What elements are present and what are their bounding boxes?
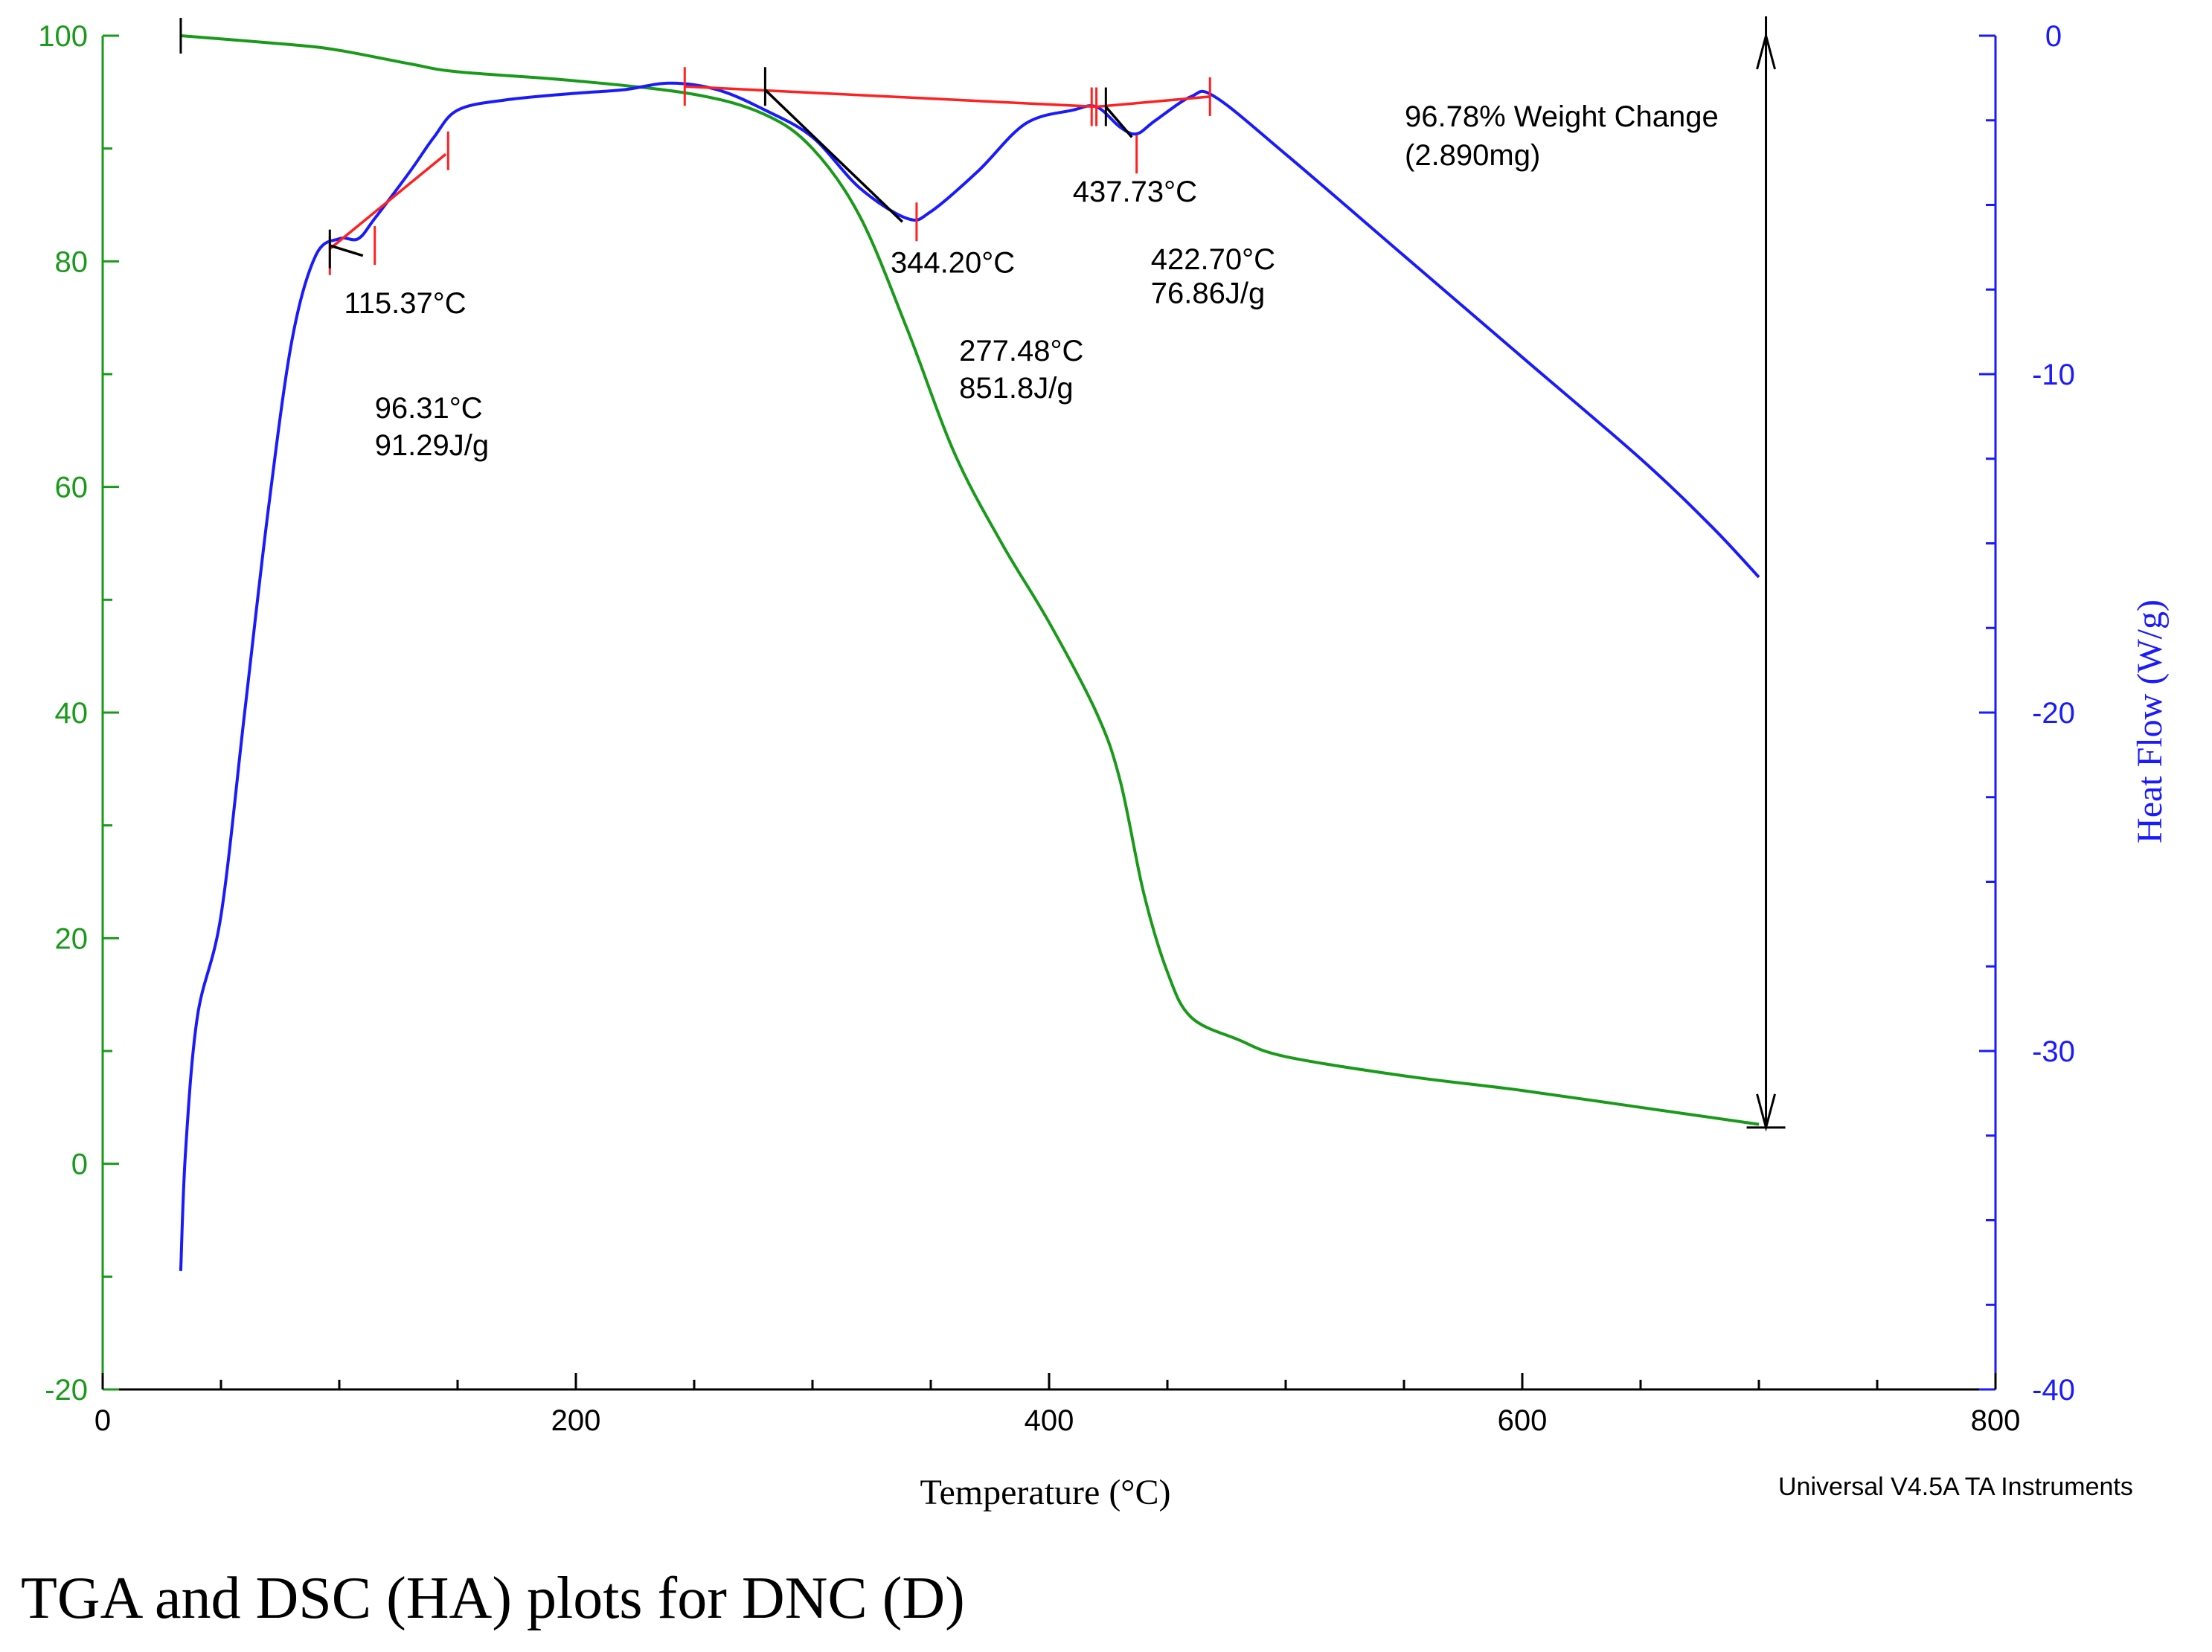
y-right-tick-label: 0 bbox=[2045, 20, 2062, 53]
x-tick-label: 400 bbox=[1025, 1404, 1074, 1437]
instrument-credit: Universal V4.5A TA Instruments bbox=[1778, 1473, 2133, 1501]
y-left-tick-label: 60 bbox=[55, 472, 89, 504]
peak-annotation: 76.86J/g bbox=[1151, 277, 1265, 309]
y-right-tick-label: -30 bbox=[2032, 1035, 2075, 1068]
weight-change-mass: (2.890mg) bbox=[1405, 139, 1540, 172]
onset-tangent-line bbox=[1104, 106, 1133, 138]
tga-weight-line bbox=[180, 34, 1760, 1126]
y-right-axis-label: Heat Flow (W/g) bbox=[2130, 600, 2170, 843]
y-left-tick-label: 80 bbox=[55, 245, 89, 278]
y-right-tick-label: -10 bbox=[2032, 359, 2075, 391]
baseline-line bbox=[1096, 95, 1211, 109]
y-left-tick-label: 100 bbox=[38, 20, 88, 53]
dsc-heatflow-line bbox=[179, 81, 1760, 1271]
y-left-tick-label: -20 bbox=[45, 1374, 88, 1407]
peak-annotation: 96.31°C bbox=[375, 392, 483, 425]
x-tick-label: 800 bbox=[1971, 1404, 2021, 1437]
weight-change-label: 96.78% Weight Change bbox=[1405, 100, 1719, 133]
y-left-tick-label: 0 bbox=[71, 1148, 88, 1181]
y-left-tick-label: 40 bbox=[55, 697, 89, 730]
arrow-head-top bbox=[1756, 31, 1776, 70]
peak-annotation: 277.48°C bbox=[959, 335, 1083, 367]
y-right-tick-label: -20 bbox=[2032, 697, 2075, 730]
peak-annotation: 344.20°C bbox=[891, 247, 1015, 280]
x-tick-label: 600 bbox=[1498, 1404, 1548, 1437]
peak-annotation: 851.8J/g bbox=[959, 372, 1073, 405]
onset-tangent-line bbox=[764, 89, 904, 223]
peak-annotation: 437.73°C bbox=[1073, 176, 1197, 208]
peak-annotation: 91.29J/g bbox=[375, 429, 489, 462]
y-left-tick-label: 20 bbox=[55, 922, 89, 955]
x-tick-label: 200 bbox=[551, 1404, 601, 1437]
baseline-line bbox=[685, 85, 1097, 109]
y-right-tick-label: -40 bbox=[2032, 1374, 2075, 1407]
onset-tangent-line bbox=[329, 244, 364, 257]
peak-annotation: 422.70°C bbox=[1151, 243, 1275, 276]
peak-annotation: 115.37°C bbox=[344, 287, 466, 320]
figure-caption: TGA and DSC (HA) plots for DNC (D) bbox=[21, 1566, 965, 1631]
baseline-line bbox=[329, 152, 447, 251]
x-axis-label: Temperature (°C) bbox=[920, 1473, 1170, 1512]
x-tick-label: 0 bbox=[94, 1404, 111, 1437]
